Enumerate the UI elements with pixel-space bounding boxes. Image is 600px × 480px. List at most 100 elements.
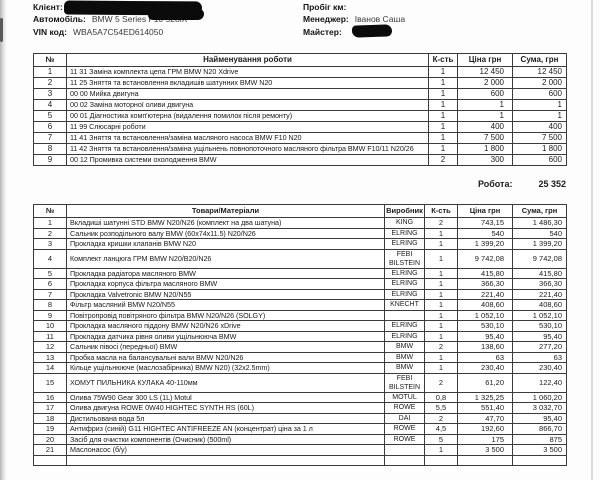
table-row: 21 Маслонасос (б/у) 1 3 500 3 500 [33, 444, 567, 456]
table-cell: 1 [428, 88, 458, 100]
table-cell [424, 454, 458, 466]
table-cell: 1 [424, 238, 458, 250]
table-cell: 9 [33, 309, 67, 321]
table-cell: 600 [457, 88, 513, 100]
table-row: 9 00 12 Промивка системи охолодження BMW 2… [33, 154, 567, 166]
table-cell: 1 [428, 132, 458, 144]
table-cell: 13 [33, 351, 67, 363]
table-cell: 2 [424, 217, 458, 229]
table-cell: 1 [424, 330, 458, 342]
table-cell: 1 [33, 217, 67, 229]
table-cell: 600 [512, 154, 567, 166]
table-row: 4 00 02 Заміна моторної оливи двигуна 1 1 1 [33, 99, 567, 111]
table-cell: 20 [33, 433, 67, 445]
car-label: Автомобіль: [33, 14, 86, 24]
table-row: 20 Засіб для очистки компонентів (Очисник… [33, 433, 567, 445]
table-cell: Сальник розподільного валу BMW (60x74x11… [66, 227, 385, 239]
table-cell: 2 [33, 227, 67, 239]
table-cell: 1 052,10 [457, 309, 513, 321]
table-cell: Прокладка Valvetronic BMW N20/N55 [66, 288, 385, 300]
client-label: Клієнт: [33, 2, 63, 12]
table-cell: 415,80 [457, 267, 513, 279]
table-cell: 540 [457, 227, 513, 239]
table-cell: Повітропровід повітряного фільтра BMW N2… [66, 309, 385, 321]
table-row: 16 Олива 75W90 Gear 300 LS (1L) Motul MOTU… [33, 391, 567, 403]
table-cell: BMW [384, 341, 425, 353]
table-cell: 95,40 [457, 330, 513, 342]
table-cell: 1 [424, 351, 458, 363]
table-cell: ROWE [384, 423, 425, 435]
table-cell: 1 399,20 [512, 238, 567, 250]
table-cell: ELRING [384, 238, 425, 250]
table-cell: 743,15 [457, 217, 513, 229]
table-header-row: № Найменування роботи К-сть Ціна грн Сума, г… [33, 53, 567, 67]
table-cell: Прокладка корпуса фільтра масляного BMW [66, 278, 385, 290]
table-cell: 1 [428, 110, 458, 122]
table-cell: 95,40 [512, 330, 567, 342]
table-row-partial [33, 454, 567, 466]
table-cell [66, 454, 385, 466]
table-cell: 230,40 [457, 362, 513, 374]
table-cell: Пробка масла на балансувальні вали BMW N… [66, 351, 385, 363]
works-total-value: 25 352 [538, 179, 566, 189]
table-cell: 7 [33, 288, 67, 300]
table-header-row: № Товари/Матеріали Виробник К-сть Ціна грн Су… [33, 204, 567, 218]
table-row: 11 Прокладка датчика рівня оливи ущільнюю… [33, 330, 567, 342]
table-cell: 1 486,30 [512, 217, 567, 229]
table-cell: 8 [33, 143, 67, 155]
vin-label: VIN код: [33, 27, 67, 37]
table-cell: 300 [457, 154, 513, 166]
table-cell: 12 [33, 341, 67, 353]
table-cell: Комплект ланцюга ГРМ BMW N20/B20/N26 [66, 248, 385, 269]
table-cell: 21 [33, 444, 67, 456]
table-cell: 230,40 [512, 362, 567, 374]
table-cell: 00 02 Заміна моторної оливи двигуна [66, 99, 429, 111]
column-header: № [33, 53, 67, 67]
table-cell: ELRING [384, 267, 425, 279]
table-cell: 7 500 [457, 132, 513, 144]
table-cell: 5 [33, 267, 67, 279]
table-cell: 1 [424, 444, 458, 456]
table-row: 14 Кільце ущільнююче (маслозабірника) BMW… [33, 362, 567, 374]
table-cell [33, 454, 67, 466]
table-cell: 14 [33, 362, 67, 374]
table-cell: ELRING [384, 320, 425, 332]
table-cell: 530,10 [512, 320, 567, 332]
table-cell: 1 [424, 227, 458, 239]
table-cell: 3 [33, 238, 67, 250]
table-cell: 4,5 [424, 423, 458, 435]
table-cell: Прокладка датчика рівня оливи ущільнююча… [66, 330, 385, 342]
table-cell: 551,40 [457, 402, 513, 414]
table-cell: 19 [33, 423, 67, 435]
table-cell: Вкладиші шатунні STD BMW N20/N26 (компле… [66, 217, 385, 229]
column-header: Сума, грн [512, 204, 567, 218]
table-row: 10 Прокладка масляного піддону BMW N20/N2… [33, 320, 567, 332]
table-cell: 277,20 [512, 341, 567, 353]
table-cell: 415,80 [512, 267, 567, 279]
table-cell: 11 31 Заміна комплекта цепа ГРМ BMW N20 … [66, 66, 429, 78]
table-cell: 00 00 Мийка двигуна [66, 88, 429, 100]
table-cell: KING [384, 217, 425, 229]
table-cell: 400 [457, 121, 513, 133]
table-row: 13 Пробка масла на балансувальні вали BMW… [33, 351, 567, 363]
table-row: 7 Прокладка Valvetronic BMW N20/N55 ELRING… [33, 288, 567, 300]
vin-row: VIN код: WBA5A7C54ED614050 [33, 27, 163, 38]
manager-label: Менеджер: [303, 14, 349, 24]
table-cell: ELRING [384, 330, 425, 342]
table-cell: 18 [33, 412, 67, 424]
column-header: Ціна грн [457, 53, 513, 67]
table-cell: Антифриз (синій) G11 HIGHTEC ANTIFREEZE … [66, 423, 385, 435]
table-cell: 2 000 [512, 77, 567, 89]
table-cell: 16 [33, 391, 67, 403]
table-cell: Сальник півосі (передньої) BMW [66, 341, 385, 353]
table-cell: 8 [33, 299, 67, 311]
table-cell: 1 [512, 110, 567, 122]
table-cell: 366,30 [512, 278, 567, 290]
table-row: 1 11 31 Заміна комплекта цепа ГРМ BMW N20… [33, 66, 567, 78]
table-row: 18 Дистильована вода 5л DAI 2 47,70 95,40 [33, 412, 567, 424]
master-redaction-mark [351, 24, 393, 38]
table-cell: 1 [457, 99, 513, 111]
column-header: Сума, грн [512, 53, 567, 67]
table-cell: 4 [33, 248, 67, 269]
table-cell: 1 [428, 99, 458, 111]
